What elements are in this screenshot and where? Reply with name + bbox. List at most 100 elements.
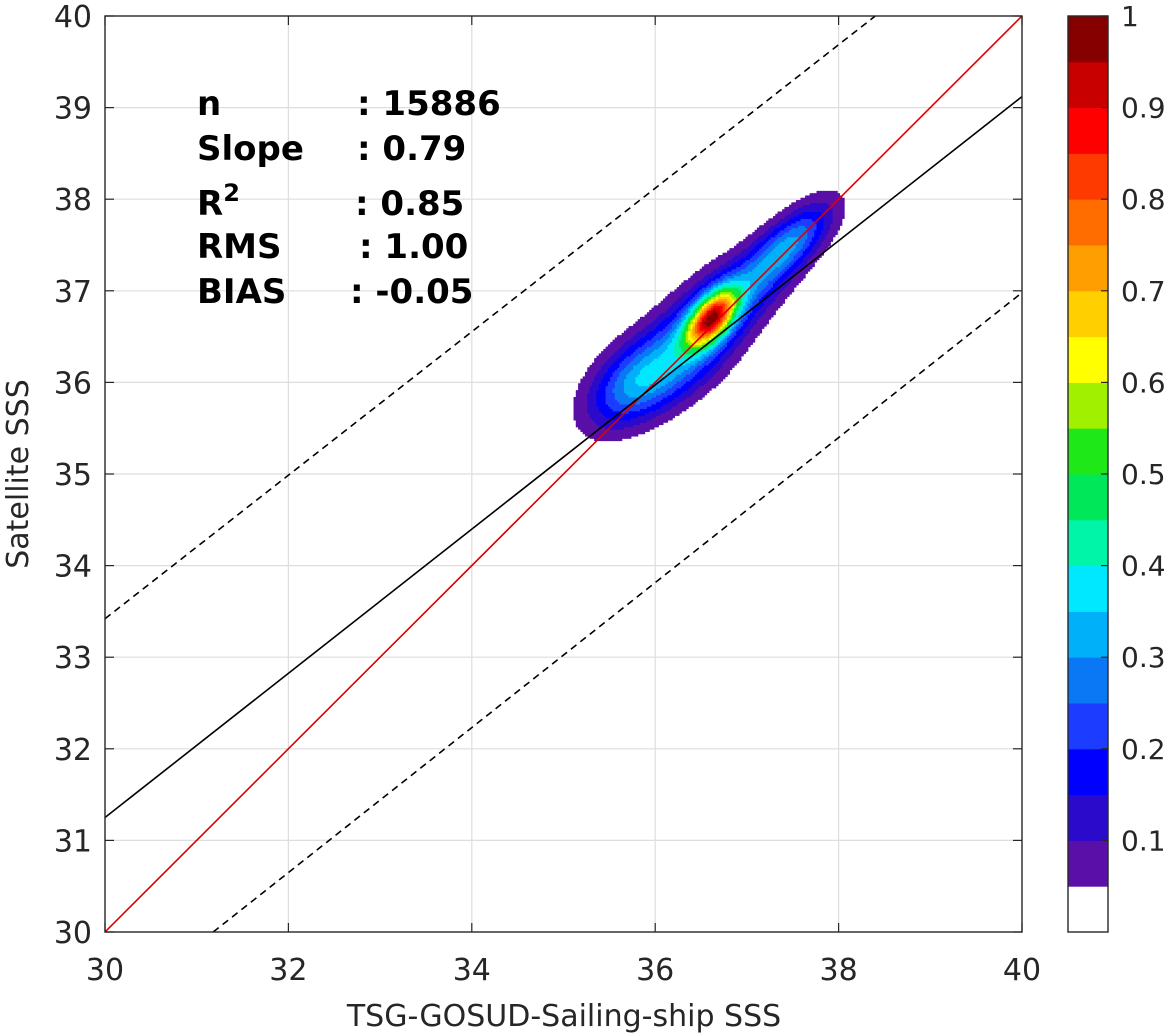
density-cell bbox=[784, 211, 788, 215]
density-cell bbox=[676, 410, 680, 414]
density-cell bbox=[649, 417, 653, 421]
density-cell bbox=[690, 390, 694, 394]
density-cell bbox=[653, 378, 657, 382]
density-cell bbox=[770, 222, 774, 226]
density-cell bbox=[619, 358, 623, 361]
density-cell bbox=[697, 360, 701, 364]
density-cell bbox=[678, 396, 682, 400]
density-cell bbox=[635, 417, 639, 421]
density-cell bbox=[816, 248, 820, 252]
density-cell bbox=[644, 422, 648, 426]
density-cell bbox=[614, 390, 618, 394]
density-cell bbox=[674, 346, 678, 350]
density-cell bbox=[747, 282, 751, 286]
density-cell bbox=[818, 209, 822, 213]
density-cell bbox=[699, 387, 703, 391]
density-cell bbox=[777, 291, 781, 295]
density-cell bbox=[678, 348, 682, 352]
density-cell bbox=[706, 287, 710, 290]
density-cell bbox=[733, 344, 737, 348]
density-cell bbox=[688, 316, 692, 320]
density-cell bbox=[745, 284, 749, 288]
density-cell bbox=[701, 296, 705, 300]
density-cell bbox=[692, 339, 696, 343]
density-cell bbox=[720, 346, 724, 350]
density-cell bbox=[628, 422, 632, 426]
density-cell bbox=[688, 312, 692, 316]
density-cell bbox=[766, 277, 769, 281]
density-cell bbox=[676, 335, 680, 339]
density-cell bbox=[582, 383, 586, 387]
density-cell bbox=[640, 369, 643, 373]
density-cell bbox=[681, 307, 685, 311]
density-cell bbox=[646, 419, 650, 423]
density-cell bbox=[782, 225, 786, 229]
density-cell bbox=[644, 358, 648, 361]
density-cell bbox=[745, 252, 749, 256]
density-cell bbox=[653, 387, 657, 391]
density-cell bbox=[708, 371, 712, 375]
density-cell bbox=[738, 291, 742, 295]
density-cell bbox=[756, 300, 760, 304]
density-cell bbox=[665, 385, 669, 389]
density-cell bbox=[733, 328, 737, 332]
density-cell bbox=[697, 271, 701, 274]
density-cell bbox=[683, 358, 687, 361]
density-cell bbox=[743, 321, 747, 325]
density-cell bbox=[818, 248, 822, 252]
density-cell bbox=[603, 401, 607, 405]
density-cell bbox=[818, 227, 822, 231]
density-cell bbox=[756, 321, 760, 325]
density-cell bbox=[697, 284, 701, 288]
density-cell bbox=[662, 346, 666, 350]
density-cell bbox=[701, 266, 705, 270]
density-cell bbox=[633, 371, 637, 375]
density-cell bbox=[674, 298, 678, 302]
density-cell bbox=[821, 206, 824, 210]
density-cell bbox=[704, 277, 708, 281]
density-cell bbox=[701, 355, 705, 359]
density-cell bbox=[782, 234, 786, 238]
density-cell bbox=[690, 362, 694, 366]
density-cell bbox=[690, 374, 694, 377]
density-cell bbox=[676, 374, 680, 377]
density-cell bbox=[805, 225, 808, 229]
density-cell bbox=[782, 300, 786, 304]
density-cell bbox=[775, 218, 779, 222]
density-cell bbox=[775, 245, 779, 249]
density-cell bbox=[662, 417, 666, 421]
density-cell bbox=[573, 401, 577, 405]
density-cell bbox=[596, 376, 600, 380]
density-cell bbox=[621, 364, 625, 368]
density-cell bbox=[685, 296, 689, 300]
density-cell bbox=[695, 305, 698, 309]
density-cell bbox=[678, 284, 682, 288]
density-cell bbox=[738, 293, 742, 297]
density-cell bbox=[798, 268, 802, 272]
density-cell bbox=[722, 344, 726, 348]
density-cell bbox=[580, 410, 584, 414]
density-cell bbox=[711, 364, 714, 368]
density-cell bbox=[708, 378, 712, 382]
density-cell bbox=[699, 344, 703, 348]
density-cell bbox=[591, 433, 595, 437]
density-cell bbox=[738, 271, 742, 274]
density-cell bbox=[800, 209, 804, 213]
density-cell bbox=[743, 245, 747, 249]
density-cell bbox=[711, 362, 714, 366]
density-cell bbox=[795, 236, 799, 240]
density-cell bbox=[676, 396, 680, 400]
density-cell bbox=[653, 399, 657, 403]
density-cell bbox=[814, 195, 818, 199]
density-cell bbox=[598, 419, 602, 423]
density-cell bbox=[683, 314, 687, 318]
density-cell bbox=[617, 337, 620, 341]
density-cell bbox=[587, 415, 591, 419]
density-cell bbox=[644, 415, 648, 419]
density-cell bbox=[610, 351, 614, 355]
density-cell bbox=[630, 355, 634, 359]
density-cell bbox=[727, 353, 730, 357]
density-cell bbox=[795, 268, 799, 272]
density-cell bbox=[733, 252, 737, 256]
density-cell bbox=[805, 241, 808, 245]
